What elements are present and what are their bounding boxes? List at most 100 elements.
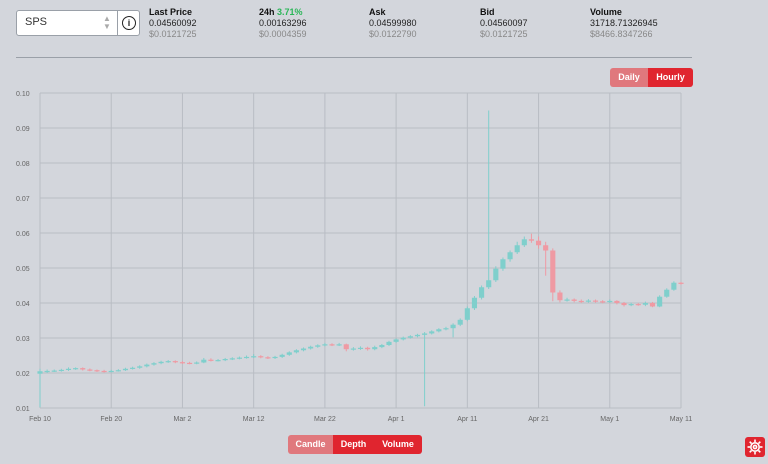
candle-body	[236, 357, 242, 359]
candle-body	[514, 245, 520, 253]
candle-body	[578, 300, 584, 303]
bid-value: 0.04560097	[480, 18, 528, 28]
header-divider	[16, 57, 692, 58]
volume-usd: $8466.8347266	[590, 29, 653, 39]
candle-body	[393, 339, 399, 342]
depth-button[interactable]: Depth	[333, 435, 374, 454]
pair-selector[interactable]: SPS ▲ ▼ i	[16, 10, 140, 36]
candle-body	[65, 368, 72, 370]
bid-usd: $0.0121725	[480, 29, 528, 39]
candle-body	[493, 268, 499, 281]
candle-body	[158, 361, 164, 364]
candle-body	[471, 297, 478, 309]
candle-body	[279, 354, 285, 357]
hourly-button[interactable]: Hourly	[648, 68, 693, 87]
candle-body	[350, 348, 356, 350]
candle-body	[329, 344, 335, 346]
candle-body	[308, 346, 314, 349]
x-tick-label: May 1	[600, 416, 619, 423]
candle-body	[600, 301, 606, 303]
pair-selector-value: SPS	[25, 16, 48, 28]
candle-body	[592, 300, 599, 302]
candle-body	[122, 368, 129, 371]
y-tick-label: 0.08	[16, 161, 30, 168]
candle-body	[535, 240, 542, 246]
candle-body	[165, 361, 171, 363]
x-tick-label: Feb 10	[29, 416, 51, 423]
last-price-usd: $0.0121725	[149, 29, 197, 39]
x-tick-label: Apr 21	[528, 416, 549, 423]
candle-body	[265, 357, 271, 359]
candle-body	[422, 333, 428, 335]
bid-stat: Bid 0.04560097 $0.0121725	[480, 7, 528, 40]
candle-body	[678, 282, 684, 284]
candle-body	[243, 356, 250, 359]
change-24h-value: 0.00163296	[259, 18, 307, 28]
candle-body	[664, 289, 670, 297]
y-tick-label: 0.05	[16, 266, 30, 273]
candle-body	[628, 304, 634, 306]
candle-body	[550, 250, 556, 293]
y-tick-label: 0.09	[16, 126, 30, 133]
change-24h-label: 24h	[259, 7, 275, 17]
view-toggle: Candle Depth Volume	[288, 435, 422, 454]
x-tick-label: Mar 2	[173, 416, 191, 423]
candle-body	[73, 368, 79, 370]
last-price-label: Last Price	[149, 7, 193, 17]
candle-body	[479, 287, 485, 298]
candle-body	[229, 358, 235, 360]
candle-body	[443, 328, 449, 330]
candle-button[interactable]: Candle	[288, 435, 333, 454]
candle-body	[80, 368, 86, 370]
candle-body	[400, 337, 406, 340]
x-tick-label: Feb 20	[100, 416, 122, 423]
up-down-chevron-icon: ▲ ▼	[103, 14, 111, 31]
candle-body	[621, 303, 627, 306]
candle-body	[343, 344, 349, 350]
info-icon[interactable]: i	[122, 16, 136, 30]
candle-body	[671, 282, 677, 290]
candle-body	[336, 344, 342, 346]
candle-body	[614, 300, 620, 303]
candle-body	[51, 370, 57, 372]
y-tick-label: 0.06	[16, 231, 30, 238]
candle-body	[300, 348, 307, 351]
candle-body	[372, 347, 378, 350]
candle-body	[657, 296, 663, 307]
candle-body	[507, 252, 513, 260]
candle-body	[108, 370, 114, 373]
candle-body	[272, 356, 278, 359]
candle-body	[528, 239, 534, 241]
last-price-stat: Last Price 0.04560092 $0.0121725	[149, 7, 197, 40]
candle-body	[172, 361, 178, 363]
gear-icon[interactable]	[745, 437, 765, 457]
candle-body	[58, 369, 64, 372]
last-price-value: 0.04560092	[149, 18, 197, 28]
candle-body	[144, 364, 150, 367]
candle-body	[543, 245, 549, 251]
volume-button[interactable]: Volume	[374, 435, 422, 454]
gear-glyph	[747, 439, 763, 455]
candle-body	[464, 308, 470, 320]
daily-button[interactable]: Daily	[610, 68, 648, 87]
candle-body	[429, 331, 435, 334]
candle-body	[187, 362, 193, 365]
candle-body	[101, 370, 107, 373]
candle-body	[486, 280, 492, 288]
candle-body	[607, 300, 613, 303]
candle-body	[322, 344, 328, 346]
candle-body	[500, 259, 506, 269]
candle-body	[564, 299, 570, 301]
candle-body	[315, 345, 321, 347]
x-tick-label: Mar 12	[243, 416, 265, 423]
candle-body	[94, 370, 100, 372]
candle-body	[521, 239, 527, 246]
change-24h-stat: 24h 3.71% 0.00163296 $0.0004359	[259, 7, 307, 40]
y-axis-labels: 0.10 0.09 0.08 0.07 0.06 0.05 0.04 0.03 0.02 0.01	[16, 91, 30, 413]
bid-label: Bid	[480, 7, 495, 17]
candle-body	[457, 319, 463, 325]
volume-stat: Volume 31718.71326945 $8466.8347266	[590, 7, 658, 40]
ask-label: Ask	[369, 7, 386, 17]
y-tick-label: 0.10	[16, 91, 30, 98]
